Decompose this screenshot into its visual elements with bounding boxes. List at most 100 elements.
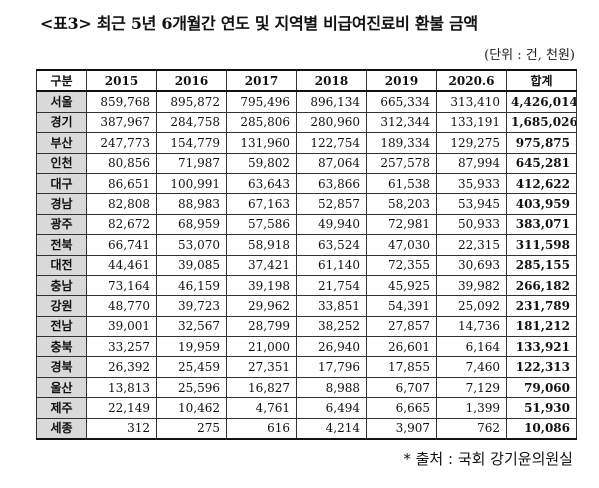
value-cell: 39,001 — [86, 315, 157, 338]
value-cell: 63,866 — [296, 172, 367, 195]
table-row: 충남 73,164 46,159 39,198 21,754 45,925 39,982 26… — [36, 274, 577, 297]
value-cell: 284,758 — [156, 111, 227, 134]
value-cell: 133,191 — [436, 111, 507, 134]
value-cell: 17,796 — [296, 356, 367, 378]
table-row: 경북 26,392 25,459 27,351 17,796 17,855 7,460 122… — [36, 356, 577, 378]
source-note: * 출처 : 국회 강기윤의원실 — [403, 450, 573, 468]
header-year: 2018 — [296, 68, 367, 93]
value-cell: 313,410 — [436, 90, 507, 113]
value-cell: 37,421 — [226, 254, 297, 276]
value-cell: 16,827 — [226, 376, 297, 399]
value-cell: 387,967 — [86, 111, 157, 134]
value-cell: 129,275 — [436, 132, 507, 154]
value-cell: 26,392 — [86, 356, 157, 378]
table-row: 대구 86,651 100,991 63,643 63,866 61,538 35,933 4… — [36, 172, 577, 195]
value-cell: 73,164 — [86, 274, 157, 297]
region-cell: 강원 — [36, 295, 87, 317]
total-cell: 1,685,026 — [506, 111, 577, 134]
value-cell: 39,085 — [156, 254, 227, 276]
total-cell: 266,182 — [506, 274, 577, 297]
value-cell: 859,768 — [86, 90, 157, 113]
value-cell: 6,665 — [366, 397, 437, 419]
region-cell: 충북 — [36, 336, 87, 358]
total-cell: 122,313 — [506, 356, 577, 378]
table-row: 전남 39,001 32,567 28,799 38,252 27,857 14,736 18… — [36, 315, 577, 338]
value-cell: 33,257 — [86, 336, 157, 358]
total-cell: 403,959 — [506, 193, 577, 215]
header-row: 구분 2015 2016 2017 2018 2019 2020.6 합계 — [36, 68, 577, 93]
header-category: 구분 — [36, 68, 87, 93]
value-cell: 100,991 — [156, 172, 227, 195]
total-cell: 645,281 — [506, 152, 577, 174]
value-cell: 53,070 — [156, 234, 227, 256]
value-cell: 71,987 — [156, 152, 227, 174]
region-cell: 경기 — [36, 111, 87, 134]
value-cell: 33,851 — [296, 295, 367, 317]
value-cell: 39,198 — [226, 274, 297, 297]
value-cell: 45,925 — [366, 274, 437, 297]
value-cell: 61,140 — [296, 254, 367, 276]
value-cell: 82,808 — [86, 193, 157, 215]
page-title: <표3> 최근 5년 6개월간 연도 및 지역별 비급여진료비 환불 금액 — [40, 14, 478, 33]
value-cell: 58,203 — [366, 193, 437, 215]
value-cell: 26,940 — [296, 336, 367, 358]
value-cell: 6,494 — [296, 397, 367, 419]
value-cell: 665,334 — [366, 90, 437, 113]
value-cell: 25,092 — [436, 295, 507, 317]
value-cell: 14,736 — [436, 315, 507, 338]
value-cell: 13,813 — [86, 376, 157, 399]
table-row: 전북 66,741 53,070 58,918 63,524 47,030 22,315 31… — [36, 234, 577, 256]
region-cell: 전남 — [36, 315, 87, 338]
value-cell: 10,462 — [156, 397, 227, 419]
value-cell: 7,129 — [436, 376, 507, 399]
header-total: 합계 — [506, 68, 577, 93]
table-row: 제주 22,149 10,462 4,761 6,494 6,665 1,399 51,930 — [36, 397, 577, 419]
value-cell: 285,806 — [226, 111, 297, 134]
table-row: 광주 82,672 68,959 57,586 49,940 72,981 50,933 38… — [36, 213, 577, 236]
value-cell: 63,524 — [296, 234, 367, 256]
value-cell: 616 — [226, 417, 297, 441]
table-row: 부산 247,773 154,779 131,960 122,754 189,334 129… — [36, 132, 577, 154]
value-cell: 68,959 — [156, 213, 227, 236]
value-cell: 50,933 — [436, 213, 507, 236]
table-header: 구분 2015 2016 2017 2018 2019 2020.6 합계 — [36, 68, 577, 93]
value-cell: 21,754 — [296, 274, 367, 297]
total-cell: 383,071 — [506, 213, 577, 236]
region-cell: 경남 — [36, 193, 87, 215]
header-year: 2015 — [86, 68, 157, 93]
value-cell: 44,461 — [86, 254, 157, 276]
value-cell: 39,982 — [436, 274, 507, 297]
value-cell: 54,391 — [366, 295, 437, 317]
region-cell: 전북 — [36, 234, 87, 256]
value-cell: 53,945 — [436, 193, 507, 215]
region-cell: 울산 — [36, 376, 87, 399]
value-cell: 32,567 — [156, 315, 227, 338]
header-year: 2017 — [226, 68, 297, 93]
value-cell: 21,000 — [226, 336, 297, 358]
value-cell: 312,344 — [366, 111, 437, 134]
region-cell: 경북 — [36, 356, 87, 378]
table-row: 강원 48,770 39,723 29,962 33,851 54,391 25,092 23… — [36, 295, 577, 317]
total-cell: 181,212 — [506, 315, 577, 338]
value-cell: 895,872 — [156, 90, 227, 113]
value-cell: 122,754 — [296, 132, 367, 154]
header-year: 2016 — [156, 68, 227, 93]
value-cell: 47,030 — [366, 234, 437, 256]
table-row: 대전 44,461 39,085 37,421 61,140 72,355 30,693 28… — [36, 254, 577, 276]
table-row: 경남 82,808 88,983 67,163 52,857 58,203 53,945 40… — [36, 193, 577, 215]
value-cell: 58,918 — [226, 234, 297, 256]
value-cell: 131,960 — [226, 132, 297, 154]
region-cell: 인천 — [36, 152, 87, 174]
total-cell: 285,155 — [506, 254, 577, 276]
region-cell: 광주 — [36, 213, 87, 236]
value-cell: 59,802 — [226, 152, 297, 174]
value-cell: 28,799 — [226, 315, 297, 338]
unit-label: (단위 : 건, 천원) — [484, 48, 575, 63]
value-cell: 8,988 — [296, 376, 367, 399]
value-cell: 4,214 — [296, 417, 367, 441]
value-cell: 22,149 — [86, 397, 157, 419]
table-row: 세종 312 275 616 4,214 3,907 762 10,086 — [36, 417, 577, 441]
region-cell: 대전 — [36, 254, 87, 276]
value-cell: 27,857 — [366, 315, 437, 338]
refund-table: 구분 2015 2016 2017 2018 2019 2020.6 합계 서울 859,768… — [36, 68, 577, 441]
